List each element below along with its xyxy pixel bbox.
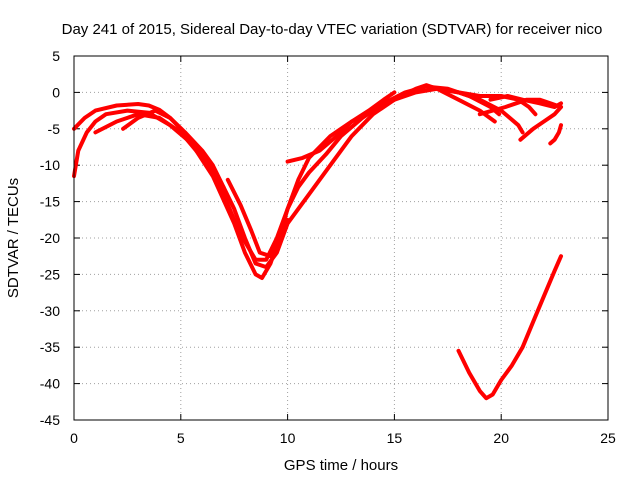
y-tick-label: -5 — [48, 121, 61, 137]
y-tick-label: -45 — [40, 412, 60, 428]
y-tick-label: -40 — [40, 376, 60, 392]
series-track-4 — [121, 108, 226, 189]
y-tick-label: 5 — [52, 48, 60, 64]
axis-ticks: 0 5 10 15 20 25 5 0 -5 -10 -15 -20 -25 -30 -35 -40 -45 — [40, 48, 616, 446]
series-track-9 — [477, 97, 563, 117]
series-track-10 — [518, 105, 563, 142]
x-tick-label: 10 — [280, 430, 296, 446]
y-tick-label: -25 — [40, 266, 60, 282]
y-tick-label: -10 — [40, 157, 60, 173]
x-tick-label: 5 — [177, 430, 185, 446]
y-axis-label: SDTVAR / TECUs — [5, 178, 22, 298]
x-tick-label: 0 — [70, 430, 78, 446]
series-track-3 — [93, 83, 497, 270]
series-track-11 — [548, 123, 563, 146]
x-tick-label: 20 — [493, 430, 509, 446]
x-tick-label: 25 — [600, 430, 616, 446]
series-track-12 — [456, 254, 563, 401]
y-tick-label: -30 — [40, 303, 60, 319]
y-tick-label: -35 — [40, 339, 60, 355]
y-tick-label: -20 — [40, 230, 60, 246]
plot-frame — [73, 55, 609, 421]
chart-title: Day 241 of 2015, Sidereal Day-to-day VTE… — [62, 21, 603, 38]
x-axis-label: GPS time / hours — [284, 457, 398, 474]
series-track-6 — [285, 90, 397, 164]
y-tick-label: 0 — [52, 84, 60, 100]
y-tick-label: -15 — [40, 194, 60, 210]
x-tick-label: 15 — [387, 430, 403, 446]
grid — [74, 56, 608, 420]
data-series — [72, 83, 563, 401]
series-track-5 — [225, 177, 290, 259]
